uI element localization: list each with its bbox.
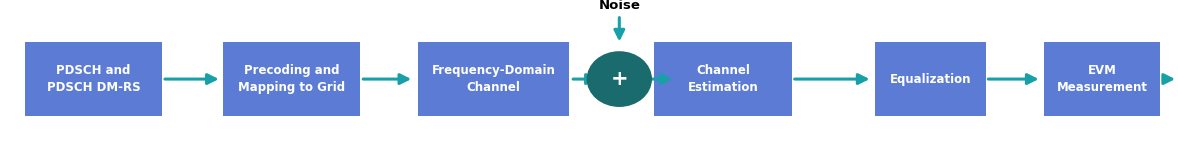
- Text: Equalization: Equalization: [889, 73, 972, 86]
- Text: EVM
Measurement: EVM Measurement: [1057, 64, 1147, 94]
- Text: Precoding and
Mapping to Grid: Precoding and Mapping to Grid: [238, 64, 345, 94]
- FancyBboxPatch shape: [417, 42, 569, 116]
- Text: Channel
Estimation: Channel Estimation: [688, 64, 759, 94]
- Ellipse shape: [587, 51, 651, 107]
- FancyBboxPatch shape: [25, 42, 163, 116]
- FancyBboxPatch shape: [875, 42, 986, 116]
- FancyBboxPatch shape: [654, 42, 792, 116]
- Text: Noise: Noise: [598, 0, 641, 12]
- Text: Frequency-Domain
Channel: Frequency-Domain Channel: [431, 64, 555, 94]
- Text: PDSCH and
PDSCH DM-RS: PDSCH and PDSCH DM-RS: [47, 64, 140, 94]
- FancyBboxPatch shape: [223, 42, 360, 116]
- FancyBboxPatch shape: [1044, 42, 1160, 116]
- Text: +: +: [610, 69, 628, 89]
